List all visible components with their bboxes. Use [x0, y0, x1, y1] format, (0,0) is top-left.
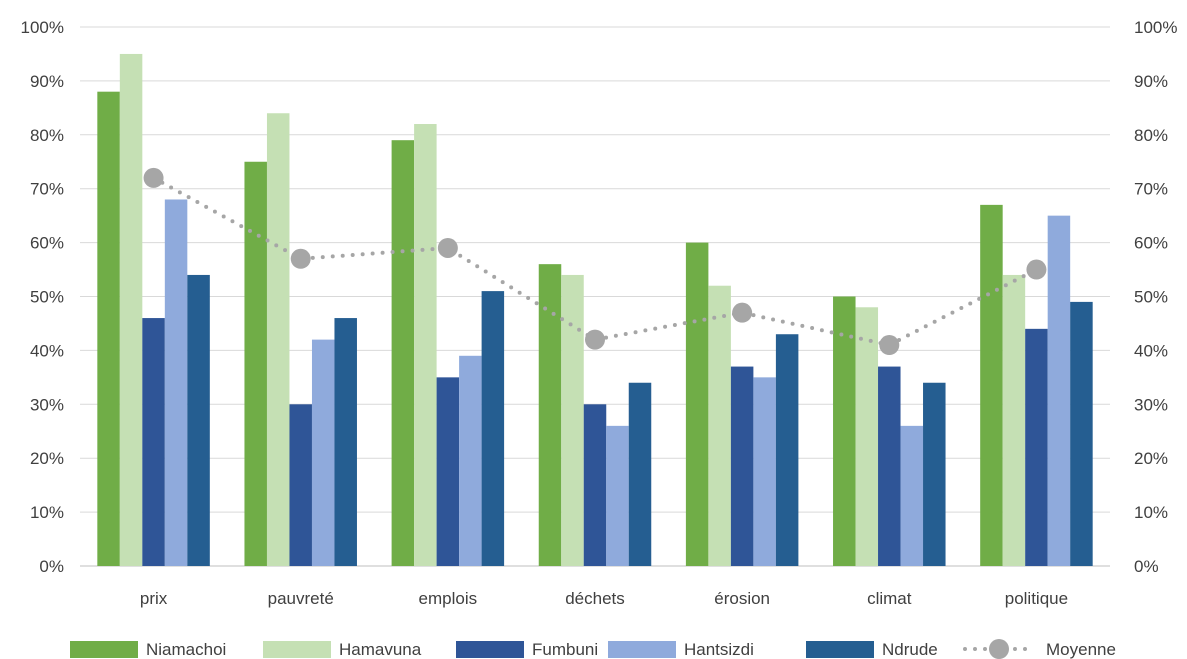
bar-fumbuni	[436, 377, 460, 566]
x-category-label: déchets	[565, 589, 625, 608]
bar-hantsizdi	[606, 425, 629, 566]
y-tick-label-left: 0%	[39, 557, 64, 576]
bar-niamachoi	[391, 140, 415, 566]
bar-hantsizdi	[900, 425, 924, 566]
y-tick-label-right: 80%	[1134, 126, 1168, 145]
legend-swatch	[456, 641, 524, 658]
average-marker	[290, 248, 311, 269]
y-tick-label-right: 0%	[1134, 557, 1159, 576]
legend-swatch	[263, 641, 331, 658]
legend-label: Hamavuna	[339, 640, 422, 659]
average-marker	[1026, 259, 1047, 280]
legend-label: Ndrude	[882, 640, 938, 659]
y-tick-label-right: 30%	[1134, 395, 1168, 414]
x-category-label: prix	[140, 589, 168, 608]
y-axis-right: 0% 10% 20% 30% 40% 50% 60% 70% 80% 90% 100%	[1134, 18, 1177, 576]
bar-ndrude	[923, 382, 946, 566]
y-tick-label-right: 10%	[1134, 503, 1168, 522]
bar-niamachoi	[980, 204, 1003, 566]
y-axis-left: 0% 10% 20% 30% 40% 50% 60% 70% 80% 90% 100%	[21, 18, 64, 576]
bar-fumbuni	[289, 404, 312, 566]
legend-swatch	[70, 641, 138, 658]
legend: Niamachoi Hamavuna Fumbuni Hantsizdi Ndrude M…	[70, 639, 1116, 659]
x-category-label: emplois	[419, 589, 478, 608]
y-tick-label-left: 10%	[30, 503, 64, 522]
average-marker	[143, 167, 164, 188]
legend-label: Hantsizdi	[684, 640, 754, 659]
x-category-label: politique	[1005, 589, 1068, 608]
average-line	[143, 167, 1047, 356]
bar-hamavuna	[119, 53, 143, 566]
bar-niamachoi	[97, 91, 120, 567]
bar-hamavuna	[561, 274, 584, 566]
bar-ndrude	[628, 382, 652, 566]
y-tick-label-left: 100%	[21, 18, 64, 37]
bar-hamavuna	[1002, 274, 1026, 566]
x-category-label: climat	[867, 589, 912, 608]
y-tick-label-left: 70%	[30, 180, 64, 199]
x-category-label: érosion	[714, 589, 770, 608]
bar-ndrude	[1070, 301, 1093, 566]
bars	[97, 53, 1093, 567]
bar-hamavuna	[855, 307, 879, 566]
bar-niamachoi	[538, 264, 562, 566]
y-tick-label-left: 90%	[30, 72, 64, 91]
bar-fumbuni	[878, 366, 901, 566]
y-tick-label-left: 20%	[30, 449, 64, 468]
average-marker	[732, 302, 753, 323]
x-category-label: pauvreté	[268, 589, 334, 608]
bar-hantsizdi	[459, 355, 482, 566]
y-tick-label-left: 50%	[30, 288, 64, 307]
bar-niamachoi	[833, 296, 856, 566]
bar-hamavuna	[266, 113, 290, 567]
legend-label: Niamachoi	[146, 640, 226, 659]
legend-label: Fumbuni	[532, 640, 598, 659]
y-tick-label-left: 30%	[30, 395, 64, 414]
bar-fumbuni	[583, 404, 607, 566]
y-tick-label-right: 20%	[1134, 449, 1168, 468]
y-tick-label-left: 80%	[30, 126, 64, 145]
average-marker	[437, 237, 458, 258]
y-tick-label-left: 40%	[30, 341, 64, 360]
y-tick-label-right: 70%	[1134, 180, 1168, 199]
legend-swatch	[806, 641, 874, 658]
bar-ndrude	[481, 291, 505, 566]
legend-swatch	[608, 641, 676, 658]
bar-ndrude	[187, 274, 210, 566]
y-tick-label-right: 100%	[1134, 18, 1177, 37]
bar-fumbuni	[1025, 328, 1048, 566]
legend-label: Moyenne	[1046, 640, 1116, 659]
bar-ndrude	[334, 318, 357, 566]
average-marker	[879, 335, 900, 356]
x-axis-categories: prix pauvreté emplois déchets érosion climat p…	[140, 589, 1068, 608]
bar-ndrude	[775, 334, 799, 566]
bar-niamachoi	[244, 161, 267, 566]
bar-hamavuna	[708, 285, 731, 566]
bar-hantsizdi	[1047, 215, 1071, 566]
bar-fumbuni	[142, 318, 165, 566]
y-tick-label-right: 90%	[1134, 72, 1168, 91]
bar-hantsizdi	[164, 199, 188, 567]
bar-hantsizdi	[311, 339, 335, 566]
y-tick-label-right: 60%	[1134, 234, 1168, 253]
bar-fumbuni	[730, 366, 754, 566]
y-tick-label-right: 40%	[1134, 341, 1168, 360]
bar-hamavuna	[414, 124, 437, 567]
average-marker	[585, 329, 605, 350]
y-tick-label-left: 60%	[30, 234, 64, 253]
bar-hantsizdi	[753, 377, 776, 566]
y-tick-label-right: 50%	[1134, 288, 1168, 307]
legend-marker	[989, 639, 1009, 659]
bar-niamachoi	[685, 242, 709, 566]
